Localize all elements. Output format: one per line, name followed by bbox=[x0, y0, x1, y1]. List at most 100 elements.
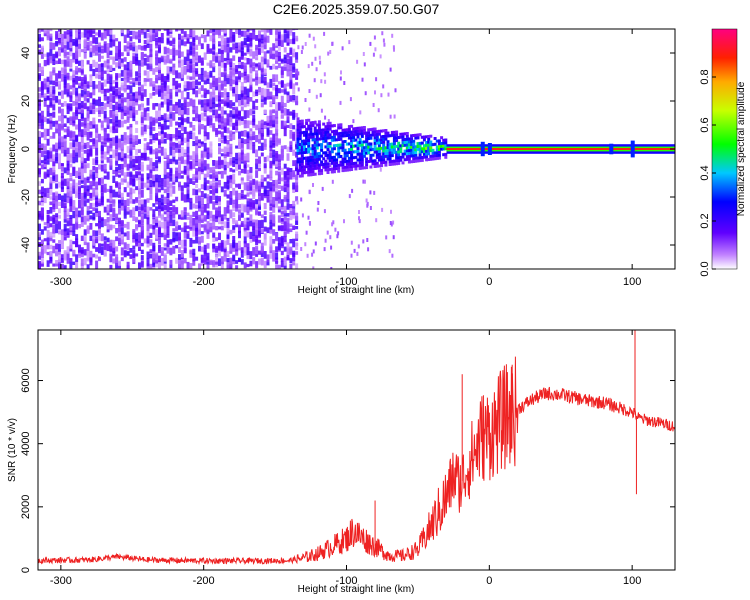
heatmap-cell bbox=[146, 98, 150, 106]
heatmap-cell bbox=[66, 251, 70, 261]
heatmap-cell bbox=[212, 41, 216, 50]
heatmap-cell bbox=[343, 131, 347, 135]
heatmap-cell bbox=[326, 153, 330, 157]
heatmap-cell bbox=[160, 101, 164, 105]
heatmap-cell bbox=[43, 116, 47, 123]
heatmap-cell bbox=[172, 39, 176, 44]
heatmap-cell bbox=[126, 181, 130, 188]
heatmap-cell bbox=[180, 107, 184, 116]
heatmap-cell bbox=[195, 24, 198, 28]
heatmap-cell bbox=[220, 170, 224, 179]
heatmap-cell bbox=[118, 242, 121, 246]
heatmap-cell bbox=[49, 97, 53, 107]
heatmap-cell bbox=[435, 156, 439, 160]
heatmap-cell bbox=[380, 138, 384, 142]
heatmap-cell bbox=[365, 166, 369, 170]
heatmap-cell bbox=[118, 41, 121, 49]
heatmap-cell bbox=[326, 133, 330, 137]
heatmap-cell bbox=[69, 153, 73, 158]
heatmap-cell bbox=[356, 129, 360, 133]
heatmap-cell bbox=[135, 53, 139, 62]
heatmap-cell bbox=[163, 160, 167, 169]
heatmap-cell bbox=[155, 229, 159, 237]
heatmap-cell bbox=[315, 166, 319, 170]
heatmap-cell bbox=[386, 143, 390, 147]
heatmap-cell bbox=[313, 158, 317, 162]
heatmap-cell bbox=[175, 257, 179, 264]
heatmap-cell bbox=[246, 175, 250, 182]
heatmap-cell bbox=[444, 138, 448, 142]
heatmap-cell bbox=[292, 225, 296, 230]
heatmap-cell bbox=[312, 36, 315, 41]
heatmap-cell bbox=[258, 203, 261, 209]
heatmap-cell bbox=[83, 45, 87, 53]
heatmap-cell bbox=[138, 210, 141, 217]
heatmap-cell bbox=[72, 79, 76, 88]
heatmap-cell bbox=[89, 256, 93, 263]
heatmap-cell bbox=[412, 160, 416, 163]
heatmap-cell bbox=[66, 88, 70, 92]
heatmap-cell bbox=[405, 137, 409, 141]
heatmap-cell bbox=[149, 116, 153, 122]
heatmap-cell bbox=[308, 107, 311, 112]
heatmap-cell bbox=[397, 147, 401, 151]
heatmap-cell bbox=[309, 130, 313, 134]
heatmap-cell bbox=[412, 145, 416, 149]
heatmap-cell bbox=[192, 188, 196, 196]
heatmap-cell bbox=[258, 183, 261, 192]
heatmap-cell bbox=[223, 156, 227, 165]
heatmap-cell bbox=[235, 242, 239, 252]
heatmap-cell bbox=[140, 111, 144, 118]
heatmap-cell bbox=[337, 166, 341, 170]
heatmap-cell bbox=[112, 56, 116, 65]
heatmap-cell bbox=[143, 138, 147, 142]
heatmap-cell bbox=[309, 121, 313, 125]
heatmap-cell bbox=[390, 209, 392, 214]
heatmap-cell bbox=[135, 97, 139, 103]
heatmap-cell bbox=[327, 51, 330, 56]
heatmap-cell bbox=[258, 189, 261, 197]
heatmap-cell bbox=[363, 179, 366, 184]
heatmap-cell bbox=[72, 112, 76, 121]
heatmap-cell bbox=[260, 152, 264, 157]
heatmap-cell bbox=[95, 124, 99, 133]
heatmap-cell bbox=[100, 144, 104, 151]
heatmap-cell bbox=[240, 30, 244, 37]
heatmap-cell bbox=[132, 112, 136, 122]
heatmap-cell bbox=[226, 140, 230, 145]
heatmap-cell bbox=[324, 133, 328, 137]
heatmap-cell bbox=[146, 177, 150, 184]
heatmap-cell bbox=[106, 88, 110, 93]
heatmap-cell bbox=[140, 220, 144, 225]
heatmap-cell bbox=[40, 257, 44, 264]
heatmap-cell bbox=[92, 109, 96, 115]
heatmap-cell bbox=[143, 152, 147, 160]
heatmap-cell bbox=[206, 252, 210, 261]
heatmap-cell bbox=[189, 240, 193, 248]
heatmap-cell bbox=[212, 232, 216, 238]
heatmap-cell bbox=[80, 216, 84, 223]
heatmap-cell bbox=[223, 154, 227, 159]
heatmap-cell bbox=[143, 53, 147, 57]
heatmap-cell bbox=[112, 175, 116, 183]
heatmap-cell bbox=[43, 245, 47, 254]
heatmap-cell bbox=[152, 209, 156, 218]
heatmap-cell bbox=[286, 114, 290, 121]
heatmap-cell bbox=[75, 106, 79, 114]
heatmap-cell bbox=[75, 98, 79, 108]
heatmap-cell bbox=[126, 85, 130, 90]
heatmap-cell bbox=[172, 213, 176, 219]
heatmap-cell bbox=[78, 224, 81, 229]
heatmap-cell bbox=[129, 126, 133, 135]
heatmap-cell bbox=[143, 109, 147, 118]
heatmap-cell bbox=[280, 148, 284, 158]
heatmap-cell bbox=[123, 110, 127, 116]
heatmap-cell bbox=[58, 30, 61, 38]
heatmap-cell bbox=[209, 181, 213, 186]
heatmap-cell bbox=[155, 110, 159, 119]
heatmap-cell bbox=[180, 117, 184, 125]
heatmap-cell bbox=[178, 117, 181, 121]
heatmap-cell bbox=[132, 30, 136, 39]
heatmap-cell bbox=[86, 185, 90, 192]
heatmap-cell bbox=[238, 152, 241, 158]
